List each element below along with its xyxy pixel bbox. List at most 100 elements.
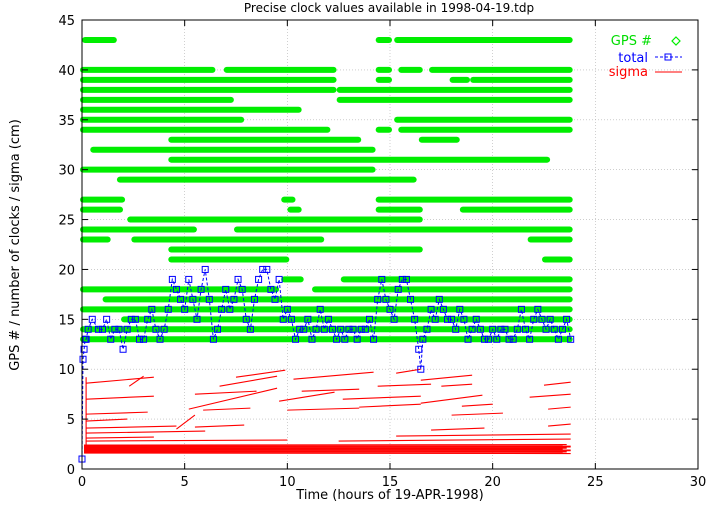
total-point	[111, 325, 119, 333]
gps-track-segment	[336, 86, 573, 93]
gps-track-segment	[398, 126, 573, 133]
total-point	[99, 325, 107, 333]
total-point	[427, 305, 435, 313]
total-point	[357, 325, 365, 333]
total-point	[468, 325, 476, 333]
total-point	[423, 325, 431, 333]
gps-track-segment	[80, 226, 197, 233]
sigma-arc	[279, 391, 335, 402]
legend-marker-gps	[671, 36, 681, 46]
total-point	[382, 295, 390, 303]
total-point	[271, 295, 279, 303]
gps-track-segment	[80, 206, 124, 213]
total-point	[279, 315, 287, 323]
sigma-arc	[377, 383, 432, 387]
total-point	[460, 315, 468, 323]
total-point	[226, 305, 234, 313]
total-point	[300, 325, 308, 333]
gps-track-segment	[80, 236, 111, 243]
total-point	[443, 315, 451, 323]
gps-track-segment	[80, 126, 331, 133]
total-point	[558, 325, 566, 333]
total-point	[140, 335, 148, 343]
total-point	[316, 305, 324, 313]
total-point	[218, 305, 226, 313]
gps-track-segment	[394, 116, 573, 123]
total-point	[480, 335, 488, 343]
total-point	[415, 345, 423, 353]
total-point	[131, 315, 139, 323]
total-point	[275, 275, 283, 283]
total-point	[431, 315, 439, 323]
sigma-arc	[301, 388, 360, 392]
sigma-arc	[287, 407, 360, 411]
total-point	[554, 335, 562, 343]
total-point	[361, 325, 369, 333]
gps-track-segment	[127, 216, 423, 223]
gps-track-segment	[459, 206, 573, 213]
gps-track-segment	[375, 196, 573, 203]
sigma-arc	[128, 375, 144, 387]
y-tick-label: 30	[58, 164, 75, 179]
total-point	[164, 305, 172, 313]
gps-track-segment	[527, 236, 573, 243]
total-point	[538, 315, 546, 323]
sigma-arc	[293, 371, 374, 380]
sigma-arc	[86, 395, 154, 400]
axis-ticks: 0 5 10 15 20 25 30 0 5 10 15 20 25 30 35 40 45	[58, 14, 706, 490]
gps-track-segment	[116, 176, 417, 183]
gps-track-segment	[418, 136, 460, 143]
sigma-arc	[396, 368, 421, 374]
total-point	[349, 325, 357, 333]
x-tick-label: 10	[279, 475, 296, 490]
sigma-arc	[548, 406, 571, 410]
sigma-arc	[86, 425, 177, 429]
y-axis-label: GPS # / number of clocks / sigma (cm)	[8, 119, 23, 371]
legend-label-gps: GPS #	[611, 34, 652, 49]
total-point	[193, 315, 201, 323]
total-point	[234, 275, 242, 283]
total-point	[283, 305, 291, 313]
total-point	[94, 325, 102, 333]
total-point	[189, 295, 197, 303]
total-point	[333, 335, 341, 343]
total-point	[103, 315, 111, 323]
gps-track-segment	[80, 96, 234, 103]
total-point	[88, 315, 96, 323]
sigma-arc	[420, 374, 473, 381]
total-point	[144, 315, 152, 323]
total-point	[567, 335, 575, 343]
total-point	[214, 325, 222, 333]
sigma-arc	[548, 423, 571, 427]
total-point	[563, 315, 571, 323]
gps-track-segment	[80, 166, 376, 173]
gps-track-segment	[234, 226, 573, 233]
x-tick-label: 15	[382, 475, 399, 490]
total-point	[464, 335, 472, 343]
total-point	[246, 325, 254, 333]
sigma-arc	[338, 438, 571, 442]
total-point	[472, 315, 480, 323]
gps-track-segment	[90, 146, 376, 153]
gps-track-segment	[281, 196, 296, 203]
total-point	[267, 285, 275, 293]
total-point	[82, 335, 90, 343]
total-point	[308, 335, 316, 343]
y-tick-label: 10	[58, 363, 75, 378]
total-point	[378, 275, 386, 283]
total-point	[148, 305, 156, 313]
total-point	[242, 315, 250, 323]
sigma-arc	[188, 387, 278, 410]
total-point	[287, 315, 295, 323]
gps-track-segment	[375, 76, 392, 83]
sigma-arc	[342, 395, 421, 400]
total-point	[320, 325, 328, 333]
total-point	[522, 325, 530, 333]
total-point	[177, 295, 185, 303]
total-point	[172, 285, 180, 293]
total-point	[259, 265, 267, 273]
total-point	[115, 325, 123, 333]
total-point	[341, 335, 349, 343]
gps-track-segment	[131, 236, 325, 243]
